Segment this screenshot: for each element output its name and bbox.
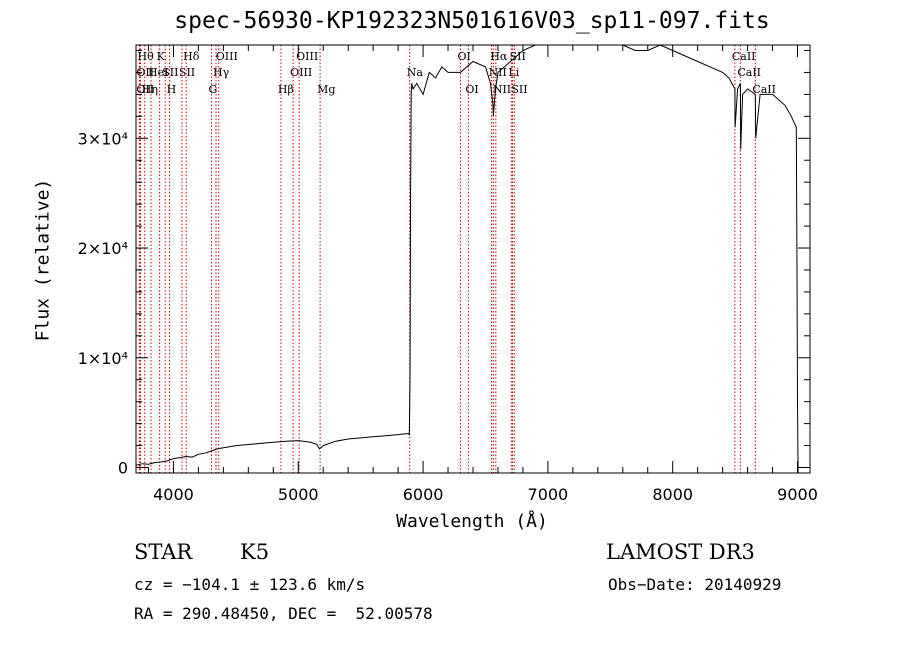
line-label-3: Hη	[142, 83, 158, 96]
line-label-24: Li	[508, 66, 519, 79]
chart-title: spec-56930-KP192323N501616V03_sp11-097.f…	[174, 8, 770, 34]
y-axis-title: Flux (relative)	[32, 178, 54, 342]
x-axis-ticks: 4000 5000 6000 7000 8000 9000	[147, 45, 818, 504]
line-label-25: SII	[511, 83, 527, 96]
line-label-19: OI	[465, 83, 478, 96]
line-label-8: Hδ	[183, 50, 200, 63]
x-tick-label-1: 5000	[278, 485, 319, 504]
line-label-10: OIII	[216, 50, 238, 63]
x-tick-label-2: 6000	[403, 485, 444, 504]
line-label-14: OIII	[296, 50, 318, 63]
line-label-4: HeI	[148, 66, 168, 79]
x-tick-label-4: 8000	[652, 485, 693, 504]
x-tick-label-3: 7000	[528, 485, 569, 504]
plot-frame	[135, 44, 811, 474]
line-label-7: H	[167, 83, 177, 96]
redshift-value: cz = −104.1 ± 123.6 km/s	[134, 575, 366, 594]
line-label-2: OII	[136, 83, 154, 96]
coordinates: RA = 290.48450, DEC = 52.00578	[134, 604, 433, 623]
x-tick-label-0: 4000	[153, 485, 194, 504]
line-label-23: SII	[510, 50, 526, 63]
survey-label: LAMOST DR3	[606, 540, 755, 564]
line-label-12: G	[209, 83, 218, 96]
line-label-5: K	[157, 50, 166, 63]
object-class: STAR	[134, 540, 193, 564]
y-tick-label-2: 2×10⁴	[78, 239, 128, 258]
line-label-15: OIII	[290, 66, 312, 79]
line-label-9: SII	[179, 66, 195, 79]
line-label-26: CaII	[732, 50, 756, 63]
x-tick-label-5: 9000	[777, 485, 818, 504]
x-axis-title: Wavelength (Å)	[396, 511, 548, 532]
spectrum-line	[135, 44, 799, 474]
line-label-1: OII	[136, 66, 154, 79]
line-label-18: OI	[458, 50, 471, 63]
object-subclass: K5	[240, 540, 270, 564]
line-label-6: SII	[162, 66, 178, 79]
spectral-line-markers	[138, 45, 756, 473]
line-label-20: Hα	[490, 50, 508, 63]
line-label-11: Hγ	[213, 66, 230, 79]
line-label-22: NII	[493, 83, 511, 96]
line-label-17: Na	[407, 66, 424, 79]
line-label-27: CaII	[737, 66, 761, 79]
line-label-16: Mg	[317, 83, 335, 96]
y-tick-label-0: 0	[118, 459, 128, 478]
y-tick-label-1: 1×10⁴	[78, 349, 128, 368]
line-label-28: CaII	[752, 83, 776, 96]
line-label-13: Hβ	[278, 83, 294, 96]
observation-date: Obs−Date: 20140929	[608, 575, 782, 594]
y-axis-ticks: 0 1×10⁴ 2×10⁴ 3×10⁴	[78, 49, 810, 478]
line-label-0: Hθ	[137, 50, 154, 63]
y-tick-label-3: 3×10⁴	[78, 129, 128, 148]
